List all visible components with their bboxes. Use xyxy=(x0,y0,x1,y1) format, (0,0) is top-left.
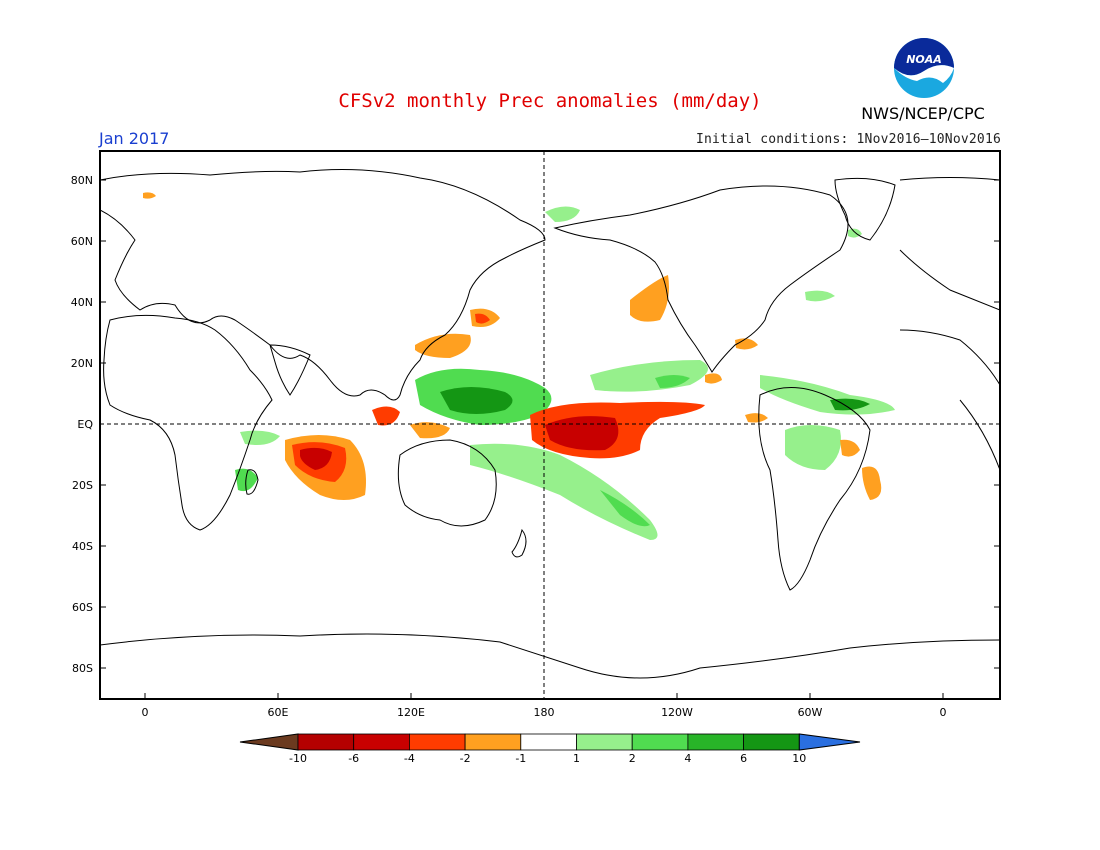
dry-anomaly-brazil xyxy=(840,439,860,457)
wet-anomaly-southern-africa xyxy=(235,468,258,492)
lon-label: 120E xyxy=(397,706,425,719)
colorbar: -10 -6 -4 -2 -1 1 2 4 6 10 xyxy=(239,733,861,765)
dry-anomaly-east-pacific xyxy=(745,413,768,423)
lon-label: 0 xyxy=(142,706,149,719)
colorbar-label: 6 xyxy=(740,752,747,765)
colorbar-label: 2 xyxy=(629,752,636,765)
colorbar-box xyxy=(408,733,466,751)
logo-text: NOAA xyxy=(906,53,942,66)
colorbar-label: 4 xyxy=(684,752,691,765)
lon-ticks xyxy=(144,693,944,699)
map-title: CFSv2 monthly Prec anomalies (mm/day) xyxy=(338,90,762,112)
lat-label: 40S xyxy=(72,540,93,553)
colorbar-box xyxy=(631,733,689,751)
forecast-month-label: Jan 2017 xyxy=(99,129,170,148)
dry-anomaly-south-atlantic xyxy=(862,466,882,500)
colorbar-box xyxy=(353,733,410,751)
lon-label: 60E xyxy=(268,706,289,719)
wet-anomaly-amazon xyxy=(785,425,841,470)
colorbar-box xyxy=(520,733,577,751)
colorbar-label: -4 xyxy=(404,752,415,765)
colorbar-arrow-left xyxy=(239,733,299,751)
lat-label: 40N xyxy=(71,296,93,309)
dry-anomaly-east-asia xyxy=(415,333,471,358)
anomaly-fields xyxy=(143,192,895,540)
dry-anomaly-indian-ocean-core xyxy=(300,447,332,470)
lon-label: 180 xyxy=(534,706,555,719)
lat-label: 80S xyxy=(72,662,93,675)
dry-anomaly-indonesia xyxy=(410,422,450,439)
lat-labels: 80N 60N 40N 20N EQ 20S 40S 60S 80S xyxy=(71,174,94,675)
lat-label: EQ xyxy=(77,418,93,431)
wet-anomaly-spcz-core xyxy=(600,490,650,527)
lat-label: 60S xyxy=(72,601,93,614)
coastlines xyxy=(100,169,1000,679)
noaa-logo-icon: NOAA xyxy=(894,38,954,98)
agency-label: NWS/NCEP/CPC xyxy=(861,104,985,123)
wet-anomaly-spcz xyxy=(470,443,658,540)
initial-conditions-label: Initial conditions: 1Nov2016–10Nov2016 xyxy=(695,132,1001,147)
colorbar-label: -2 xyxy=(460,752,471,765)
dry-anomaly-caribbean xyxy=(705,373,722,384)
colorbar-label: 10 xyxy=(792,752,806,765)
dry-anomaly-maritime xyxy=(372,406,400,426)
colorbar-label: -1 xyxy=(515,752,526,765)
dry-anomaly-arctic xyxy=(143,192,156,199)
wet-anomaly-west-pacific-core xyxy=(440,387,513,414)
lat-ticks xyxy=(100,179,1000,669)
lat-label: 80N xyxy=(71,174,93,187)
wet-anomaly-alaska xyxy=(545,206,580,222)
map-frame xyxy=(99,150,1001,700)
wet-anomaly-north-atlantic xyxy=(805,290,835,302)
wet-anomaly-atlantic-core xyxy=(830,398,870,411)
colorbar-label: -6 xyxy=(348,752,359,765)
colorbar-box xyxy=(297,733,355,751)
dry-anomaly-japan-core xyxy=(475,313,490,324)
colorbar-box xyxy=(743,733,800,751)
lon-label: 0 xyxy=(940,706,947,719)
lat-label: 60N xyxy=(71,235,93,248)
dry-anomaly-west-coast-na xyxy=(630,275,669,322)
wet-anomaly-north-pacific-core xyxy=(655,375,690,388)
lon-label: 60W xyxy=(798,706,823,719)
colorbar-box xyxy=(687,733,745,751)
colorbar-label: -10 xyxy=(289,752,307,765)
lat-label: 20N xyxy=(71,357,93,370)
colorbar-box xyxy=(464,733,522,751)
lon-labels: 0 60E 120E 180 120W 60W 0 xyxy=(142,706,947,719)
dry-anomaly-central-pacific-core xyxy=(545,416,619,451)
colorbar-label: 1 xyxy=(573,752,580,765)
dry-anomaly-gulf xyxy=(735,338,758,350)
lon-label: 120W xyxy=(661,706,693,719)
colorbar-box xyxy=(576,733,633,751)
lat-label: 20S xyxy=(72,479,93,492)
colorbar-arrow-right xyxy=(798,733,861,751)
